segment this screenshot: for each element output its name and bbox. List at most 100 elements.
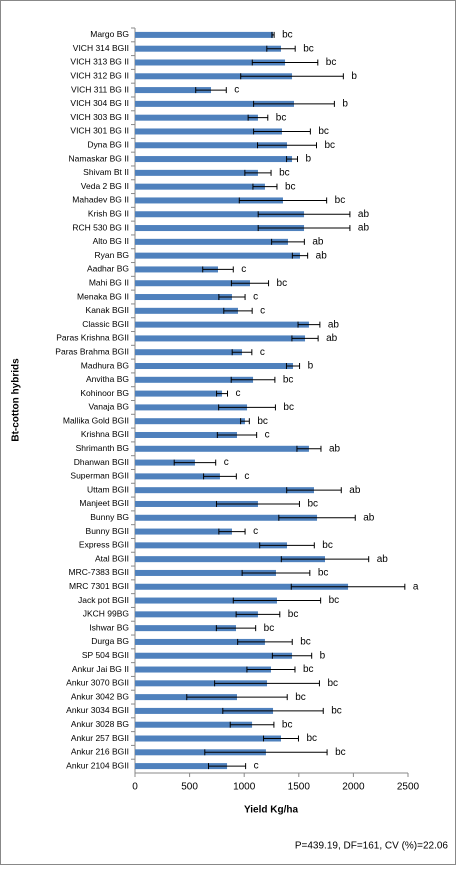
y-axis-label: Bt-cotton hybrids: [11, 358, 22, 442]
significance-letter: bc: [295, 692, 306, 703]
x-tick-label: 1000: [233, 782, 256, 793]
bar: [135, 638, 265, 645]
bar: [135, 514, 318, 521]
significance-letter: c: [253, 292, 258, 303]
bar: [135, 431, 237, 438]
bar: [135, 294, 232, 301]
bar: [135, 225, 305, 232]
significance-letter: bc: [283, 374, 294, 385]
y-tick-label: Ankur 3028 BG: [71, 719, 129, 729]
y-tick-label: MRC-7383 BGII: [69, 567, 129, 577]
significance-letter: bc: [318, 126, 329, 137]
error-bar: [252, 183, 278, 190]
y-tick-label: JKCH 99BG: [83, 609, 129, 619]
significance-letter: c: [234, 85, 239, 96]
y-tick-label: Bunny BG: [90, 512, 129, 522]
error-bar: [278, 514, 356, 521]
bar: [135, 183, 265, 190]
y-tick-label: Kohinoor BG: [80, 388, 129, 398]
y-tick-label: Jack pot BGII: [78, 595, 129, 605]
bar: [135, 238, 288, 245]
error-bar: [240, 73, 344, 80]
x-axis-label: Yield Kg/ha: [244, 805, 299, 816]
significance-letter: bc: [335, 747, 346, 758]
error-bar: [259, 542, 315, 549]
significance-letter: c: [254, 761, 259, 772]
error-bar: [214, 680, 320, 687]
y-tick-label: Madhura BG: [81, 360, 129, 370]
significance-letter: b: [305, 154, 311, 165]
y-tick-label: Ankur 216 BGII: [71, 747, 129, 757]
error-bar: [257, 142, 317, 149]
bar: [135, 404, 248, 411]
significance-letter: ab: [358, 209, 370, 220]
y-tick-label: Uttam BGII: [87, 484, 129, 494]
significance-letter: ab: [349, 485, 361, 496]
error-bar: [230, 280, 270, 287]
bar: [135, 694, 237, 701]
significance-letter: c: [244, 471, 249, 482]
bar: [135, 376, 254, 383]
bar: [135, 625, 237, 632]
significance-letter: bc: [329, 595, 340, 606]
bar: [135, 445, 309, 452]
error-bar: [232, 597, 322, 604]
bar: [135, 363, 294, 370]
y-tick-label: VICH 303 BG II: [70, 112, 129, 122]
error-bar: [235, 611, 281, 618]
significance-letter: bc: [257, 416, 268, 427]
error-bar: [222, 707, 324, 714]
y-tick-label: Atal BGII: [95, 553, 129, 563]
bar: [135, 666, 271, 673]
significance-letter: bc: [277, 278, 288, 289]
y-tick-label: Veda 2 BG II: [81, 181, 129, 191]
error-bar: [202, 266, 234, 273]
error-bar: [207, 763, 247, 770]
error-bar: [173, 459, 217, 466]
significance-letter: bc: [306, 733, 317, 744]
y-tick-label: Anvitha BG: [86, 374, 129, 384]
y-tick-label: Ankur 3034 BGII: [66, 705, 129, 715]
y-tick-label: VICH 311 BG II: [71, 84, 129, 94]
y-tick-label: Mahi BG II: [89, 277, 129, 287]
significance-letter: b: [320, 650, 326, 661]
y-tick-label: Kanak BGII: [86, 305, 129, 315]
bar: [135, 142, 288, 149]
bar: [135, 473, 220, 480]
significance-letter: bc: [324, 140, 335, 151]
y-tick-label: Dhanwan BGII: [74, 457, 129, 467]
significance-letter: bc: [318, 568, 329, 579]
bar: [135, 735, 282, 742]
bar: [135, 611, 258, 618]
error-bar: [186, 694, 288, 701]
bar: [135, 569, 276, 576]
y-tick-label: Mahadev BG II: [72, 195, 129, 205]
error-bar: [237, 638, 293, 645]
bar: [135, 128, 282, 135]
significance-letter: ab: [377, 554, 389, 565]
error-bar: [204, 749, 328, 756]
y-tick-label: VICH 301 BG II: [70, 126, 129, 136]
bar: [135, 556, 326, 563]
error-bar: [280, 556, 370, 563]
y-tick-label: Dyna BG II: [87, 140, 129, 150]
y-tick-label: Krish BG II: [88, 209, 129, 219]
y-tick-label: Alto BG II: [93, 236, 129, 246]
y-tick-label: Krishna BGII: [81, 429, 129, 439]
y-tick-label: Vanaja BG: [89, 402, 129, 412]
bar: [135, 114, 258, 121]
error-bar: [290, 583, 406, 590]
bar: [135, 459, 195, 466]
significance-letter: a: [413, 581, 419, 592]
bar: [135, 390, 223, 397]
y-tick-label: Margo BG: [90, 29, 129, 39]
bar: [135, 307, 238, 314]
y-tick-label: Ankur Jai BG II: [72, 664, 129, 674]
error-bar: [216, 390, 228, 397]
error-bar: [229, 721, 275, 728]
y-tick-label: Classic BGII: [82, 319, 129, 329]
bar: [135, 169, 258, 176]
y-tick-label: SP 504 BGII: [82, 650, 129, 660]
bar: [135, 487, 314, 494]
y-tick-label: Durga BG: [91, 636, 129, 646]
